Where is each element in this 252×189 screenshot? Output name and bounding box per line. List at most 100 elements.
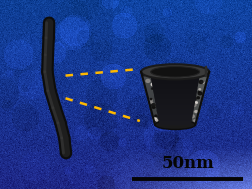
Polygon shape bbox=[195, 72, 209, 73]
Polygon shape bbox=[195, 77, 208, 78]
Polygon shape bbox=[147, 94, 203, 95]
Circle shape bbox=[150, 99, 152, 101]
Circle shape bbox=[164, 118, 166, 120]
Polygon shape bbox=[156, 103, 194, 104]
Polygon shape bbox=[160, 123, 191, 124]
Circle shape bbox=[188, 123, 192, 126]
Polygon shape bbox=[190, 110, 199, 111]
Circle shape bbox=[154, 80, 157, 82]
Polygon shape bbox=[157, 107, 193, 108]
Polygon shape bbox=[189, 112, 199, 113]
Circle shape bbox=[172, 110, 176, 112]
Circle shape bbox=[176, 75, 180, 77]
Polygon shape bbox=[143, 80, 207, 81]
Polygon shape bbox=[145, 85, 206, 86]
Circle shape bbox=[183, 92, 186, 94]
Polygon shape bbox=[155, 98, 195, 99]
Polygon shape bbox=[158, 112, 192, 113]
Circle shape bbox=[169, 95, 172, 98]
Circle shape bbox=[194, 120, 196, 121]
Circle shape bbox=[186, 111, 187, 112]
Polygon shape bbox=[194, 80, 207, 81]
Polygon shape bbox=[155, 95, 196, 96]
Polygon shape bbox=[157, 106, 194, 107]
Polygon shape bbox=[192, 96, 203, 97]
Polygon shape bbox=[192, 95, 203, 96]
Polygon shape bbox=[156, 104, 194, 105]
Circle shape bbox=[178, 121, 180, 122]
Polygon shape bbox=[151, 109, 200, 110]
Polygon shape bbox=[191, 101, 202, 102]
Circle shape bbox=[169, 101, 172, 103]
Polygon shape bbox=[153, 116, 198, 117]
Circle shape bbox=[182, 97, 184, 98]
Polygon shape bbox=[158, 110, 193, 111]
Polygon shape bbox=[155, 124, 196, 125]
Circle shape bbox=[156, 98, 158, 100]
Circle shape bbox=[143, 75, 145, 76]
Polygon shape bbox=[141, 72, 209, 73]
Ellipse shape bbox=[141, 64, 209, 79]
Circle shape bbox=[155, 119, 159, 122]
Circle shape bbox=[159, 84, 163, 87]
Polygon shape bbox=[193, 87, 205, 88]
Polygon shape bbox=[151, 111, 199, 112]
Polygon shape bbox=[190, 105, 200, 106]
Polygon shape bbox=[154, 122, 196, 123]
Polygon shape bbox=[153, 84, 197, 85]
Circle shape bbox=[166, 110, 168, 111]
Polygon shape bbox=[193, 86, 205, 87]
Circle shape bbox=[166, 117, 168, 119]
Circle shape bbox=[165, 116, 168, 119]
Polygon shape bbox=[194, 83, 206, 84]
Polygon shape bbox=[154, 89, 197, 90]
Circle shape bbox=[189, 122, 193, 125]
Circle shape bbox=[175, 116, 178, 118]
Polygon shape bbox=[144, 82, 206, 83]
Polygon shape bbox=[155, 99, 195, 100]
Circle shape bbox=[151, 88, 153, 89]
Circle shape bbox=[173, 90, 177, 93]
Polygon shape bbox=[141, 73, 209, 74]
Polygon shape bbox=[191, 100, 202, 101]
Polygon shape bbox=[150, 106, 200, 107]
Circle shape bbox=[154, 79, 157, 81]
Circle shape bbox=[171, 90, 173, 92]
Text: 50nm: 50nm bbox=[161, 155, 214, 172]
Circle shape bbox=[173, 101, 177, 104]
Polygon shape bbox=[145, 87, 205, 88]
Circle shape bbox=[150, 74, 153, 76]
Circle shape bbox=[194, 98, 196, 100]
Polygon shape bbox=[189, 111, 199, 112]
Polygon shape bbox=[154, 92, 196, 93]
Polygon shape bbox=[159, 115, 192, 116]
Polygon shape bbox=[151, 73, 200, 74]
Circle shape bbox=[191, 91, 193, 92]
Polygon shape bbox=[187, 122, 196, 123]
Polygon shape bbox=[154, 123, 196, 124]
Circle shape bbox=[182, 98, 186, 101]
Polygon shape bbox=[189, 113, 198, 114]
Circle shape bbox=[199, 72, 203, 74]
Circle shape bbox=[163, 112, 167, 115]
Polygon shape bbox=[188, 121, 196, 122]
Circle shape bbox=[152, 104, 155, 106]
Polygon shape bbox=[156, 102, 194, 103]
Circle shape bbox=[176, 88, 179, 90]
Ellipse shape bbox=[155, 120, 195, 129]
Circle shape bbox=[155, 115, 157, 117]
Polygon shape bbox=[187, 123, 196, 124]
Polygon shape bbox=[188, 118, 197, 119]
Circle shape bbox=[175, 112, 179, 115]
Polygon shape bbox=[154, 91, 196, 92]
Polygon shape bbox=[143, 78, 208, 79]
Polygon shape bbox=[147, 96, 203, 97]
Circle shape bbox=[171, 82, 173, 83]
Circle shape bbox=[158, 116, 160, 117]
Circle shape bbox=[152, 106, 155, 108]
Polygon shape bbox=[154, 93, 196, 94]
Circle shape bbox=[182, 122, 186, 125]
Polygon shape bbox=[152, 77, 199, 78]
Polygon shape bbox=[152, 115, 198, 116]
Polygon shape bbox=[152, 82, 198, 83]
